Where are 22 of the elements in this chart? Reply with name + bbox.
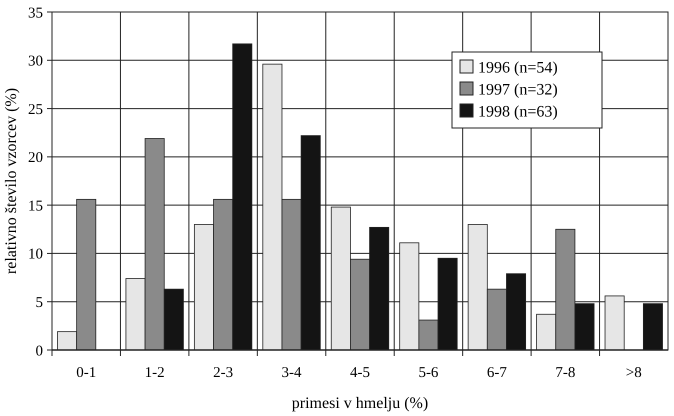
x-tick-label: 7-8 [555, 365, 576, 381]
y-tick-label: 15 [28, 198, 43, 214]
x-tick-label: 3-4 [282, 365, 302, 381]
y-axis-title: relativno število vzorcev (%) [3, 88, 20, 274]
x-tick-label: 2-3 [213, 365, 234, 381]
y-tick-label: 25 [28, 102, 43, 118]
y-tick-label: 5 [36, 294, 43, 311]
x-tick-label: 1-2 [144, 365, 165, 381]
legend-label: 1996 (n=54) [478, 60, 558, 77]
legend-label: 1997 (n=32) [478, 82, 558, 99]
x-axis-title: primesi v hmelju (%) [292, 395, 428, 412]
x-tick-label: >8 [626, 365, 642, 381]
x-tick-label: 6-7 [486, 365, 508, 381]
y-tick-label: 10 [28, 246, 43, 263]
y-tick-label: 30 [28, 54, 43, 70]
x-tick-label: 5-6 [418, 365, 439, 381]
y-tick-label: 20 [28, 150, 43, 166]
x-tick-label: 0-1 [76, 365, 96, 381]
legend-label: 1998 (n=63) [478, 104, 558, 121]
y-tick-label: 0 [36, 343, 43, 360]
x-tick-label: 4-5 [350, 365, 370, 381]
y-tick-label: 35 [28, 5, 43, 22]
